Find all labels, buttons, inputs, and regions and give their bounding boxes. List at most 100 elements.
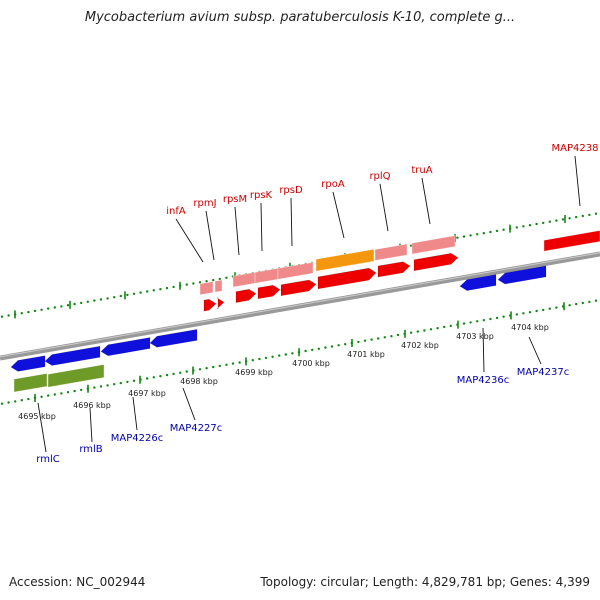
minor-tick [588,213,591,217]
gene-rpsD[interactable] [280,279,317,297]
gene-rplQ-model[interactable] [374,243,408,261]
minor-tick [304,349,307,353]
gene-rpoA[interactable] [317,267,377,290]
gene-rmlC[interactable] [10,355,46,372]
gene-label-rpmJ[interactable]: rpmJ [193,198,216,209]
minor-tick [33,309,37,313]
minor-tick [7,401,10,404]
gene-MAP4238-model[interactable] [543,230,600,252]
gene-rpoA-model[interactable] [315,248,375,272]
gene-rpsM-model[interactable] [232,271,256,288]
gene-label-MAP4237c[interactable]: MAP4237c [517,367,569,378]
gene-truA[interactable] [413,252,459,272]
gene-rpsK-model[interactable] [254,267,279,284]
gene-MAP4226c[interactable] [100,337,151,357]
minor-tick [528,311,532,314]
gene-rmlB-model[interactable] [47,364,105,388]
gene-rpsD-model[interactable] [277,261,314,280]
minor-tick [165,373,169,377]
minor-tick [126,380,129,384]
minor-tick [172,372,175,376]
minor-tick [581,301,584,305]
minor-tick [436,327,439,330]
gene-label-MAP4238[interactable]: MAP4238 [552,143,599,154]
gene-label-truA[interactable]: truA [411,165,432,176]
gene-label-rmlC[interactable]: rmlC [36,454,59,465]
gene-label-rplQ[interactable]: rplQ [369,171,390,182]
minor-tick [489,230,492,234]
gene-MAP4237c[interactable] [497,265,547,285]
gene-label-rmlB[interactable]: rmlB [79,444,102,455]
gene-infA[interactable] [203,298,217,312]
minor-tick [205,367,208,370]
label-leaders [37,155,581,453]
scale-label: 4697 kbp [128,389,166,398]
gene-MAP4227c[interactable] [149,329,198,348]
minor-tick [198,368,202,371]
gene-label-MAP4236c[interactable]: MAP4236c [457,375,509,386]
gene-label-rpsD[interactable]: rpsD [279,185,303,196]
gene-rplQ[interactable] [377,261,411,278]
leader-line [421,177,431,225]
scale-label: 4703 kbp [456,332,494,341]
minor-tick [73,389,76,393]
minor-tick [502,228,505,231]
minor-tick [522,225,525,228]
minor-tick [205,280,208,283]
minor-tick [383,336,386,339]
minor-tick [410,331,413,334]
gene-label-MAP4226c[interactable]: MAP4226c [111,433,163,444]
minor-tick [47,394,50,397]
minor-tick [251,359,254,362]
minor-tick [575,302,578,306]
leader-line [290,197,293,247]
topology-summary: Topology: circular; Length: 4,829,781 bp… [260,575,590,589]
scale-label: 4702 kbp [401,341,439,350]
leader-line [37,402,47,453]
minor-tick [7,314,10,317]
minor-tick [60,392,63,395]
minor-tick [93,299,96,302]
minor-tick [528,224,532,227]
minor-tick [212,278,215,282]
gene-infA-model[interactable] [199,281,214,296]
gene-rmlB[interactable] [44,345,101,366]
minor-tick [159,375,162,378]
gene-rpmJ[interactable] [216,297,225,310]
gene-label-MAP4227c[interactable]: MAP4227c [170,423,222,434]
leader-line [175,218,204,263]
minor-tick [93,386,96,389]
minor-tick [20,399,23,402]
minor-tick [152,376,155,379]
minor-tick [555,306,558,309]
backbone-highlight [0,252,600,358]
minor-tick [423,329,426,332]
minor-tick [495,316,499,320]
gene-rmlC-model[interactable] [13,373,48,393]
minor-tick [291,352,294,355]
minor-tick [469,321,472,324]
gene-label-rpsK[interactable]: rpsK [250,190,273,201]
gene-truA-model[interactable] [411,235,456,255]
gene-MAP4236c[interactable] [459,274,497,291]
minor-tick [278,354,281,357]
gene-label-rpsM[interactable]: rpsM [223,194,247,205]
gene-label-infA[interactable]: infA [166,206,186,217]
minor-tick [99,385,103,388]
minor-tick [429,328,433,331]
leader-line [205,210,215,261]
minor-tick [476,233,479,236]
minor-tick [449,324,452,328]
gene-rpsM[interactable] [235,288,257,303]
gene-label-rpoA[interactable]: rpoA [321,179,345,190]
leader-line [482,327,485,373]
gene-labels[interactable]: infA rpmJ rpsM rpsK rpsD rpoA rplQ truA MAP4238 r… [36,143,598,465]
minor-tick [47,307,50,310]
gene-features[interactable] [10,230,600,393]
minor-tick [185,370,188,373]
leader-line [332,191,345,239]
gene-rpsK[interactable] [257,284,281,300]
gene-rpmJ-model[interactable] [214,279,223,293]
